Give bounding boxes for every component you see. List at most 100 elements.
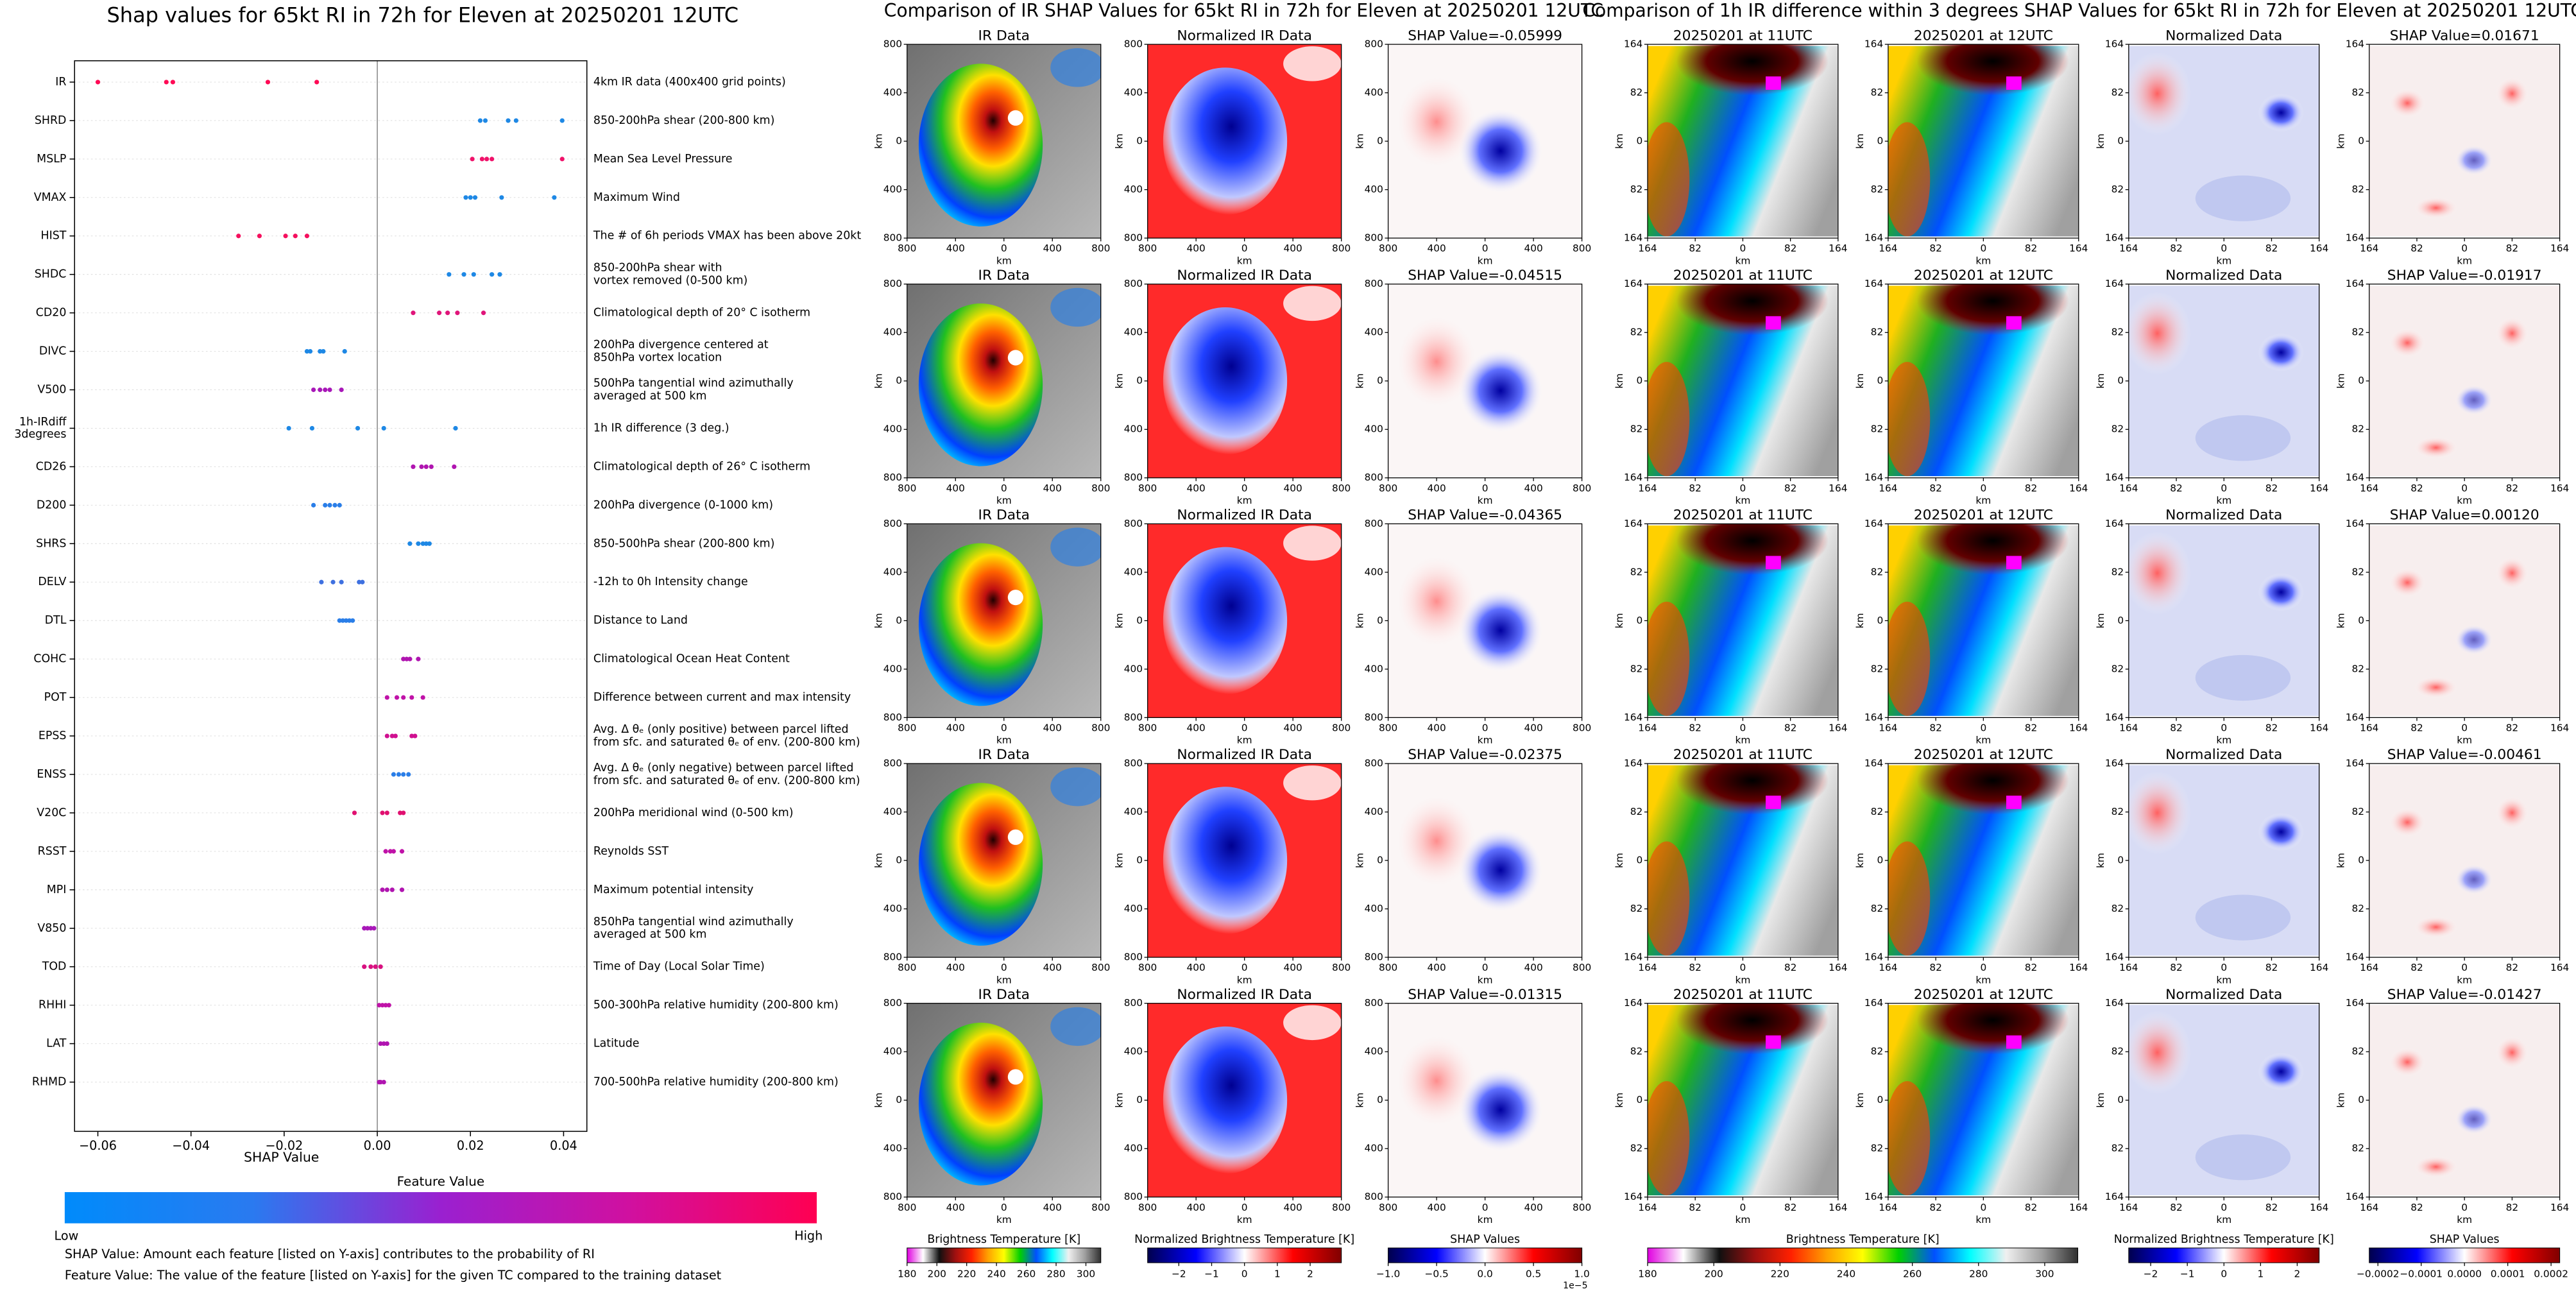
- y-tick-label: 164: [2105, 38, 2124, 50]
- point: [383, 1003, 388, 1008]
- point: [381, 425, 386, 431]
- x-tick-label: 0: [1001, 1202, 1007, 1213]
- y-tick-label: 82: [1871, 1143, 1884, 1154]
- x-tick-label: 164: [2310, 482, 2328, 494]
- point: [318, 348, 323, 354]
- y-axis-label: km: [2095, 613, 2106, 628]
- x-tick-label: 800: [1573, 722, 1591, 734]
- y-tick-label: 400: [883, 903, 902, 914]
- image-panel: [1647, 524, 1838, 716]
- y-tick-label: 400: [1365, 1143, 1383, 1154]
- image-panel: [907, 764, 1101, 958]
- point: [413, 733, 418, 738]
- y-tick-label: 164: [2105, 472, 2124, 483]
- x-tick-label: 0: [1241, 243, 1248, 254]
- label: RHHI: [38, 999, 66, 1012]
- point: [455, 311, 460, 316]
- y-axis-label: km: [1614, 853, 1625, 868]
- y-tick-label: 0: [2117, 1094, 2124, 1105]
- colorbar-tick-label: 0: [2221, 1268, 2227, 1279]
- y-tick-label: 82: [1630, 806, 1643, 817]
- y-tick-label: 164: [2346, 278, 2364, 289]
- image-panel: [1388, 524, 1582, 718]
- y-tick-label: 400: [883, 184, 902, 195]
- y-tick-label: 82: [2352, 663, 2365, 674]
- colorbar-low: Low: [55, 1229, 79, 1243]
- colorbar-tick-label: −2: [1172, 1268, 1186, 1279]
- point: [497, 272, 502, 277]
- x-tick-label: 82: [1929, 722, 1942, 734]
- colorbar-tick-label: 180: [1638, 1268, 1657, 1279]
- x-tick-label: 82: [1784, 962, 1797, 973]
- colorbar-offset: 1e−5: [1563, 1281, 1587, 1289]
- y-tick-label: 0: [2358, 855, 2364, 866]
- y-tick-label: 164: [1624, 472, 1642, 483]
- point: [362, 926, 367, 931]
- y-tick-label: 0: [2358, 615, 2364, 626]
- image-panel: [1647, 44, 1838, 237]
- x-tick-label: 800: [1138, 1202, 1157, 1213]
- x-tick-label: 164: [1879, 1202, 1897, 1213]
- label: COHC: [33, 653, 66, 665]
- point: [350, 618, 355, 623]
- y-tick-label: 800: [883, 472, 902, 483]
- x-tick-label: 400: [1187, 962, 1206, 973]
- x-axis-label: km: [2457, 974, 2472, 986]
- y-axis-label: km: [1354, 133, 1366, 149]
- x-axis-label: km: [996, 974, 1012, 986]
- panel-title: 20250201 at 12UTC: [1914, 987, 2053, 1003]
- x-tick-label: 82: [1689, 482, 1702, 494]
- x-tick-label: 400: [1284, 243, 1302, 254]
- x-tick-label: 82: [2506, 243, 2519, 254]
- x-tick-label: 164: [2119, 1202, 2138, 1213]
- y-tick-label: 164: [1624, 997, 1642, 1009]
- y-tick-label: 800: [1124, 1191, 1143, 1202]
- y-tick-label: 400: [1365, 1046, 1383, 1057]
- y-axis-label: km: [2095, 133, 2106, 149]
- panel-title: 20250201 at 11UTC: [1673, 28, 1813, 44]
- point: [384, 810, 389, 815]
- y-tick-label: 82: [1630, 1143, 1643, 1154]
- x-tick-label: 0: [2221, 243, 2227, 254]
- y-tick-label: 82: [1630, 1046, 1643, 1057]
- point: [399, 887, 405, 892]
- y-axis-label: km: [2335, 1093, 2347, 1108]
- y-axis-label: km: [873, 373, 885, 389]
- point: [427, 541, 432, 546]
- y-tick-label: 164: [1864, 278, 1883, 289]
- point: [559, 118, 565, 123]
- colorbar-tick-label: 1: [2257, 1268, 2264, 1279]
- x-tick-label: 400: [946, 1202, 965, 1213]
- colorbar-tick-label: −0.0002: [2357, 1268, 2400, 1279]
- y-tick-label: 400: [1124, 423, 1143, 435]
- point: [461, 272, 466, 277]
- x-tick-label: 164: [2119, 243, 2138, 254]
- x-tick-label: 164: [1829, 243, 1847, 254]
- y-tick-label: 0: [2358, 375, 2364, 386]
- image-panel: [1388, 764, 1582, 958]
- y-tick-label: 800: [883, 758, 902, 769]
- x-tick-label: 400: [1187, 1202, 1206, 1213]
- x-tick-label: 400: [1427, 962, 1446, 973]
- y-tick-label: 164: [1624, 712, 1642, 723]
- y-tick-label: 164: [1864, 1191, 1883, 1202]
- x-tick-label: 164: [1638, 722, 1657, 734]
- point: [378, 964, 383, 969]
- y-tick-label: 0: [1877, 1094, 1883, 1105]
- y-tick-label: 0: [1136, 615, 1143, 626]
- colorbar-tick-label: 2: [1307, 1268, 1313, 1279]
- label: 500hPa tangential wind azimuthally: [593, 377, 794, 390]
- panel-title: SHAP Value=0.00120: [2390, 508, 2539, 524]
- point: [401, 810, 406, 815]
- image-panel: [1147, 524, 1342, 718]
- y-axis-label: km: [873, 613, 885, 628]
- x-tick-label: 82: [2170, 243, 2183, 254]
- image-panel: [2369, 525, 2560, 716]
- x-tick-label: 800: [1573, 962, 1591, 973]
- colorbar-tick-label: 0.0000: [2447, 1268, 2482, 1279]
- y-tick-label: 82: [2111, 423, 2124, 435]
- y-tick-label: 800: [1124, 278, 1143, 289]
- point: [368, 964, 373, 969]
- y-tick-label: 400: [883, 327, 902, 338]
- x-tick-label: 400: [1187, 722, 1206, 734]
